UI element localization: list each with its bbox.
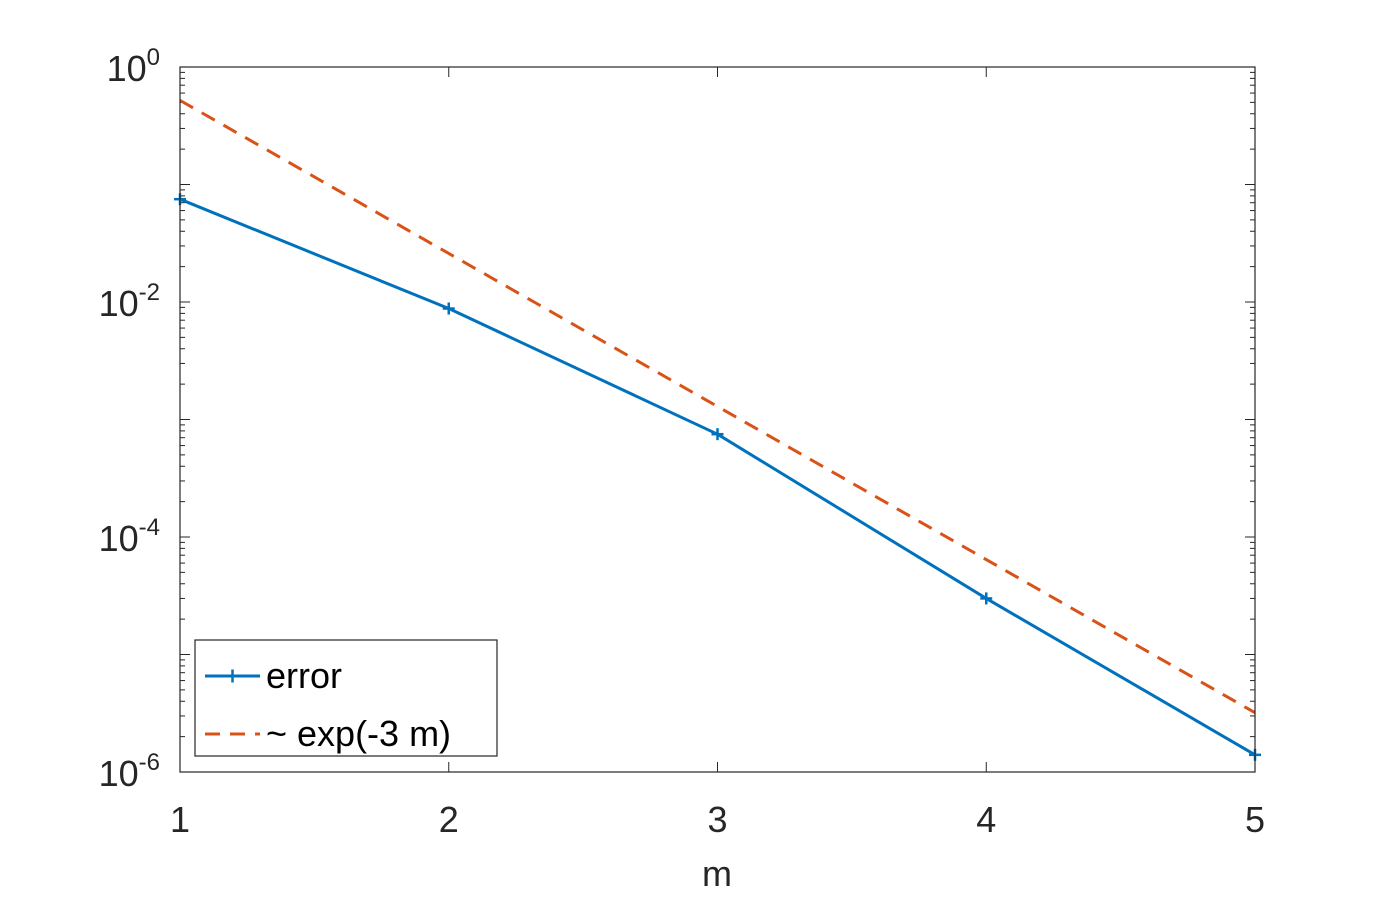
y-tick-label: 10-4 — [99, 514, 160, 559]
x-tick-label: 4 — [976, 799, 996, 840]
x-tick-label: 3 — [707, 799, 727, 840]
legend-label-1: ~ exp(-3 m) — [266, 713, 451, 754]
y-tick-label: 10-2 — [99, 279, 160, 324]
y-tick-label: 100 — [107, 44, 160, 89]
x-tick-labels: 1 2 3 4 5 — [170, 799, 1265, 840]
series-line-1 — [179, 99, 1256, 714]
plot-frame — [179, 66, 1256, 773]
y-tick-label: 10-6 — [99, 749, 160, 794]
x-tick-label: 5 — [1245, 799, 1265, 840]
minor-ticks — [180, 71, 1255, 738]
x-axis-title: m — [702, 853, 732, 894]
legend-box — [194, 639, 498, 757]
x-tick-label: 1 — [170, 799, 190, 840]
legend-label-0: error — [266, 655, 342, 696]
y-tick-labels: 100 10-2 10-4 10-6 — [99, 44, 160, 794]
data-point-marker — [980, 592, 993, 605]
data-point-marker — [442, 302, 455, 315]
x-tick-label: 2 — [439, 799, 459, 840]
legend: error ~ exp(-3 m) — [194, 639, 498, 757]
data-point-marker — [711, 428, 724, 441]
